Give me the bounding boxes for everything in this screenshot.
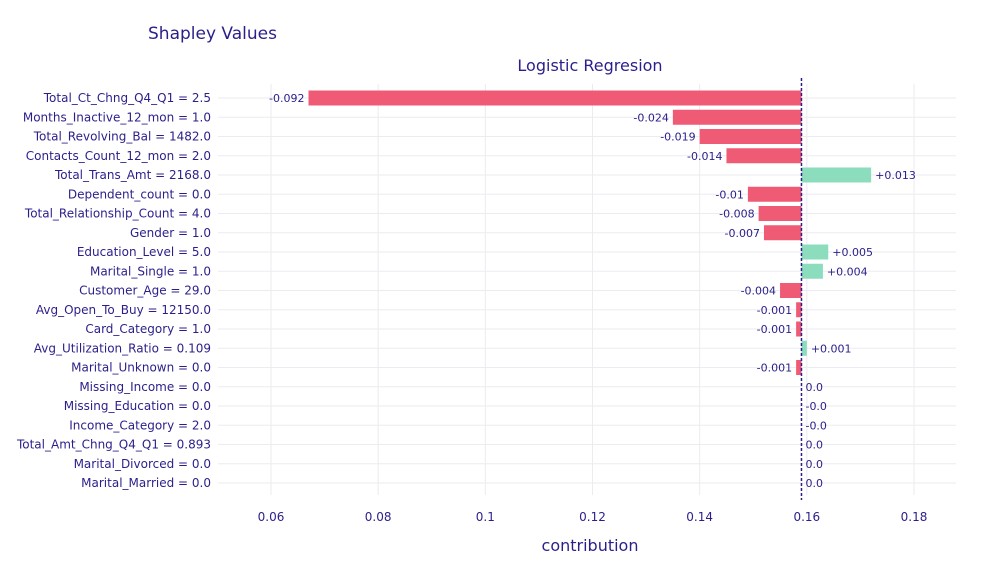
- y-tick-label: Marital_Divorced = 0.0: [74, 457, 211, 471]
- data-label: -0.007: [724, 227, 759, 240]
- y-tick-label: Missing_Education = 0.0: [64, 399, 211, 413]
- y-tick-label: Avg_Utilization_Ratio = 0.109: [34, 341, 211, 355]
- y-tick-label: Contacts_Count_12_mon = 2.0: [26, 149, 211, 163]
- y-tick-label: Education_Level = 5.0: [77, 245, 211, 259]
- contribution-bar: [796, 360, 802, 375]
- data-label: 0.0: [805, 381, 823, 394]
- contribution-bar: [699, 129, 802, 144]
- bar-layer: [308, 90, 872, 375]
- y-tick-label: Total_Revolving_Bal = 1482.0: [33, 130, 211, 144]
- data-label: -0.004: [741, 285, 776, 298]
- data-label: -0.014: [687, 150, 722, 163]
- contribution-bar: [796, 302, 802, 318]
- contribution-bar: [796, 321, 802, 337]
- data-label: 0.0: [805, 439, 823, 452]
- data-label: 0.0: [805, 458, 823, 471]
- chart-title: Shapley Values: [148, 24, 277, 44]
- y-tick-label: Avg_Open_To_Buy = 12150.0: [36, 303, 211, 317]
- x-tick-label: 0.12: [579, 510, 606, 524]
- x-tick-label: 0.14: [686, 510, 713, 524]
- y-tick-label: Months_Inactive_12_mon = 1.0: [23, 110, 211, 124]
- contribution-bar: [672, 109, 802, 125]
- y-tick-label: Customer_Age = 29.0: [79, 284, 211, 298]
- label-layer: Total_Ct_Chng_Q4_Q1 = 2.5 -0.092 Months_In…: [16, 91, 916, 490]
- y-tick-label: Gender = 1.0: [130, 226, 211, 240]
- data-label: -0.024: [633, 111, 668, 124]
- y-tick-label: Missing_Income = 0.0: [79, 380, 211, 394]
- x-tick-label: 0.1: [476, 510, 495, 524]
- contribution-bar: [780, 283, 802, 298]
- data-label: -0.0: [805, 419, 826, 432]
- contribution-bar: [758, 206, 802, 221]
- contribution-bar: [726, 148, 802, 164]
- data-label: +0.013: [875, 169, 916, 182]
- contribution-bar: [801, 340, 807, 356]
- contribution-bar: [747, 186, 802, 202]
- x-axis-title: contribution: [542, 536, 639, 555]
- data-label: +0.005: [832, 246, 873, 259]
- data-label: -0.092: [269, 92, 304, 105]
- y-tick-label: Total_Relationship_Count = 4.0: [24, 207, 211, 221]
- data-label: -0.001: [757, 323, 792, 336]
- y-tick-label: Marital_Single = 1.0: [90, 264, 211, 278]
- chart-subtitle: Logistic Regresion: [517, 56, 662, 75]
- y-tick-label: Marital_Unknown = 0.0: [71, 361, 211, 375]
- data-label: +0.004: [827, 265, 868, 278]
- y-tick-label: Income_Category = 2.0: [69, 418, 211, 432]
- contribution-bar: [801, 167, 872, 183]
- contribution-bar: [801, 263, 823, 279]
- data-label: -0.01: [715, 188, 743, 201]
- contribution-bar: [763, 225, 802, 241]
- x-tick-label: 0.18: [901, 510, 928, 524]
- y-tick-label: Dependent_count = 0.0: [68, 187, 211, 201]
- x-tick-label: 0.08: [365, 510, 392, 524]
- y-tick-label: Total_Ct_Chng_Q4_Q1 = 2.5: [43, 91, 211, 105]
- y-tick-label: Total_Trans_Amt = 2168.0: [54, 168, 211, 182]
- data-label: +0.001: [811, 342, 852, 355]
- data-label: 0.0: [805, 477, 823, 490]
- data-label: -0.001: [757, 304, 792, 317]
- contribution-bar: [801, 244, 829, 260]
- x-tick-label: 0.16: [793, 510, 820, 524]
- data-label: -0.019: [660, 131, 695, 144]
- x-tick-label: 0.06: [258, 510, 285, 524]
- grid-layer: 0.06 0.08 0.1 0.12 0.14 0.16 0.18: [218, 84, 956, 524]
- data-label: -0.0: [805, 400, 826, 413]
- y-tick-label: Total_Amt_Chng_Q4_Q1 = 0.893: [16, 438, 211, 452]
- data-label: -0.008: [719, 208, 754, 221]
- data-label: -0.001: [757, 362, 792, 375]
- contribution-bar: [308, 90, 802, 106]
- y-tick-label: Card_Category = 1.0: [85, 322, 211, 336]
- y-tick-label: Marital_Married = 0.0: [81, 476, 211, 490]
